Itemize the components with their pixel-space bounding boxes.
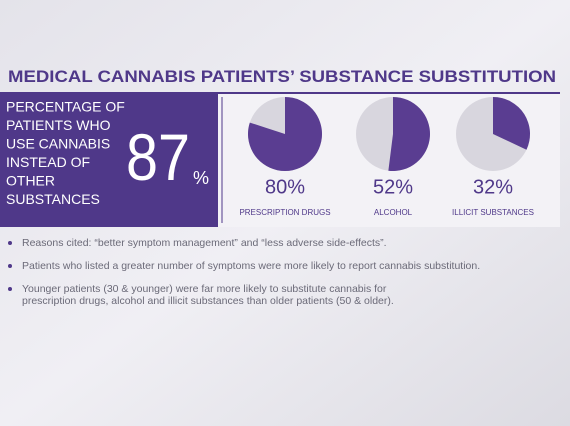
- highlight-label: SUBSTANCES: [6, 191, 100, 207]
- title: MEDICAL CANNABIS PATIENTS’ SUBSTANCE SUB…: [8, 67, 556, 86]
- value-label: 80%: [265, 176, 305, 198]
- bullet-dot: [8, 264, 12, 268]
- bullet-text: Reasons cited: “better symptom managemen…: [22, 237, 387, 249]
- bullet-text: prescription drugs, alcohol and illicit …: [22, 295, 394, 307]
- pie-slice: [248, 97, 322, 171]
- highlight-label: OTHER: [6, 173, 55, 189]
- pie-slice: [493, 97, 530, 150]
- highlight-panel: [0, 94, 218, 227]
- category-label: PRESCRIPTION DRUGS: [239, 208, 330, 217]
- bullet-dot: [8, 241, 12, 245]
- bullet-dot: [8, 287, 12, 291]
- pie-slice: [388, 97, 430, 171]
- bullet-text: Patients who listed a greater number of …: [22, 260, 480, 272]
- value-label: 52%: [373, 176, 413, 198]
- highlight-label: PERCENTAGE OF: [6, 99, 125, 115]
- highlight-label: INSTEAD OF: [6, 154, 90, 170]
- bullet-text: Younger patients (30 & younger) were far…: [22, 283, 387, 295]
- highlight-label: PATIENTS WHO: [6, 117, 111, 133]
- category-label: ILLICIT SUBSTANCES: [452, 208, 534, 217]
- highlight-label: USE CANNABIS: [6, 136, 110, 152]
- highlight-value: 87: [126, 120, 190, 194]
- highlight-unit: %: [193, 168, 209, 188]
- value-label: 32%: [473, 176, 513, 198]
- category-label: ALCOHOL: [374, 208, 413, 217]
